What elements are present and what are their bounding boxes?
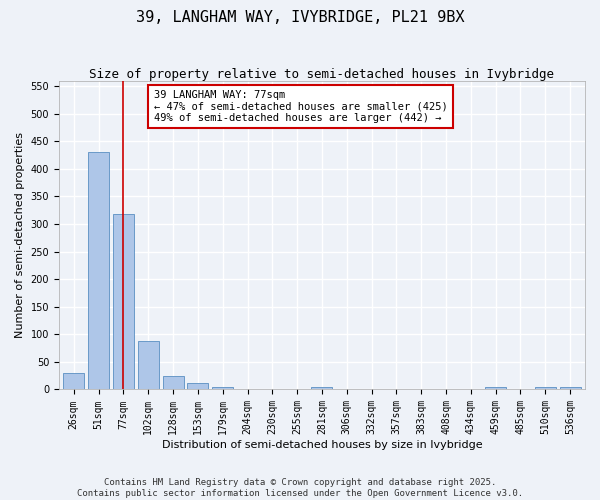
Bar — [113, 214, 134, 390]
Bar — [88, 152, 109, 390]
Bar — [163, 376, 184, 390]
X-axis label: Distribution of semi-detached houses by size in Ivybridge: Distribution of semi-detached houses by … — [161, 440, 482, 450]
Bar — [311, 386, 332, 390]
Bar — [137, 342, 159, 390]
Text: Contains HM Land Registry data © Crown copyright and database right 2025.
Contai: Contains HM Land Registry data © Crown c… — [77, 478, 523, 498]
Text: 39, LANGHAM WAY, IVYBRIDGE, PL21 9BX: 39, LANGHAM WAY, IVYBRIDGE, PL21 9BX — [136, 10, 464, 25]
Text: 39 LANGHAM WAY: 77sqm
← 47% of semi-detached houses are smaller (425)
49% of sem: 39 LANGHAM WAY: 77sqm ← 47% of semi-deta… — [154, 90, 448, 123]
Bar — [212, 386, 233, 390]
Bar — [535, 386, 556, 390]
Y-axis label: Number of semi-detached properties: Number of semi-detached properties — [15, 132, 25, 338]
Bar — [187, 384, 208, 390]
Title: Size of property relative to semi-detached houses in Ivybridge: Size of property relative to semi-detach… — [89, 68, 554, 80]
Bar — [63, 373, 85, 390]
Bar — [560, 386, 581, 390]
Bar — [485, 386, 506, 390]
